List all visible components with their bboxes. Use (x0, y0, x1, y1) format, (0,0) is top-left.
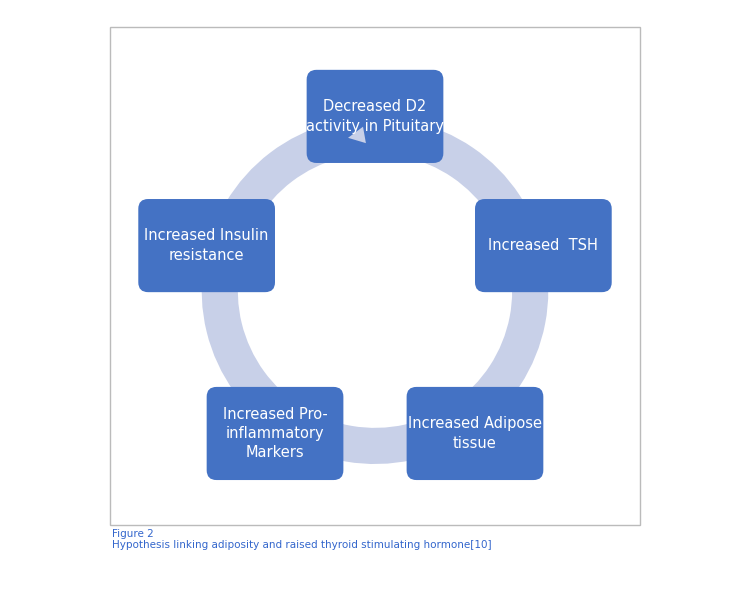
Text: Decreased D2
activity in Pituitary: Decreased D2 activity in Pituitary (306, 99, 444, 133)
Text: Increased Adipose
tissue: Increased Adipose tissue (408, 416, 542, 450)
Text: Figure 2: Figure 2 (112, 529, 154, 539)
FancyBboxPatch shape (475, 199, 612, 292)
Text: Increased Insulin
resistance: Increased Insulin resistance (145, 228, 268, 263)
FancyBboxPatch shape (307, 70, 443, 163)
FancyBboxPatch shape (406, 387, 543, 480)
Text: Increased  TSH: Increased TSH (488, 238, 598, 253)
Text: Hypothesis linking adiposity and raised thyroid stimulating hormone[10]: Hypothesis linking adiposity and raised … (112, 540, 492, 550)
FancyBboxPatch shape (207, 387, 344, 480)
Text: Increased Pro-
inflammatory
Markers: Increased Pro- inflammatory Markers (223, 407, 328, 460)
FancyBboxPatch shape (138, 199, 275, 292)
